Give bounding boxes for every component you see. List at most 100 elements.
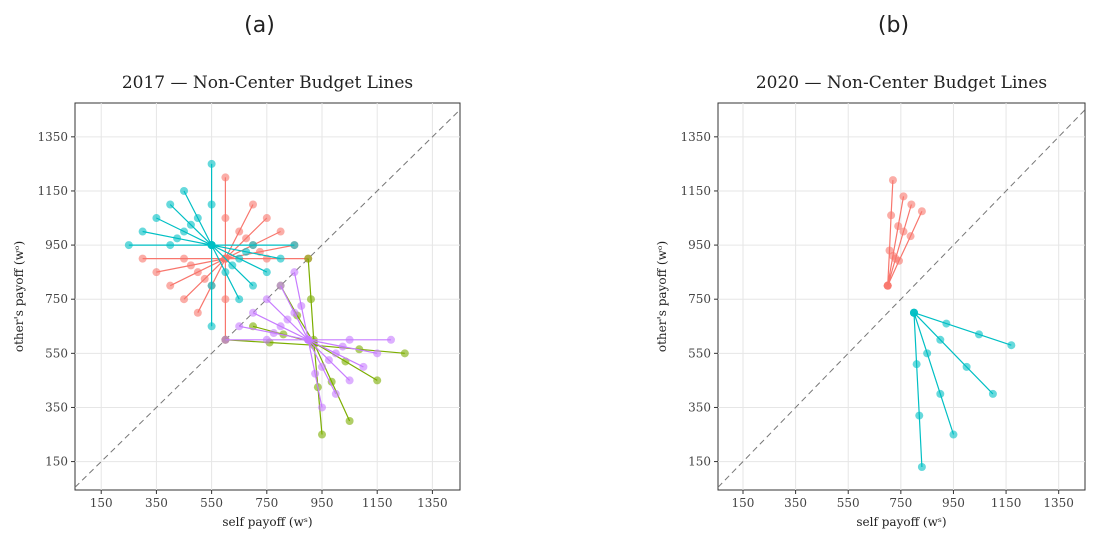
point bbox=[166, 281, 175, 290]
point bbox=[331, 349, 340, 358]
point bbox=[304, 335, 313, 344]
x-tick-label: 1350 bbox=[417, 496, 448, 510]
point bbox=[283, 315, 292, 324]
y-tick-label: 750 bbox=[688, 292, 711, 306]
point bbox=[249, 241, 258, 250]
point bbox=[915, 411, 924, 420]
point bbox=[207, 322, 216, 331]
point bbox=[152, 214, 161, 223]
point bbox=[1007, 341, 1016, 350]
point bbox=[387, 335, 396, 344]
point bbox=[899, 227, 908, 236]
point bbox=[917, 462, 926, 471]
y-tick-label: 1150 bbox=[37, 184, 68, 198]
point bbox=[276, 254, 285, 263]
point bbox=[207, 281, 216, 290]
point bbox=[304, 254, 313, 263]
point bbox=[173, 234, 182, 243]
y-axis-label: other's payoff (wᵒ) bbox=[12, 241, 26, 352]
chart: (a) 2017 — Non-Center Budget Lines 150 350 5… bbox=[12, 13, 461, 529]
point bbox=[200, 274, 209, 283]
point bbox=[193, 214, 202, 223]
point bbox=[373, 376, 382, 385]
point bbox=[883, 281, 892, 290]
point bbox=[235, 295, 244, 304]
point bbox=[180, 227, 189, 236]
point bbox=[942, 319, 951, 328]
point bbox=[262, 295, 271, 304]
point bbox=[269, 329, 278, 338]
y-tick-label: 1350 bbox=[37, 130, 68, 144]
point bbox=[193, 308, 202, 317]
point bbox=[912, 360, 921, 369]
point bbox=[228, 261, 237, 270]
point bbox=[249, 281, 258, 290]
point bbox=[276, 227, 285, 236]
point bbox=[262, 214, 271, 223]
x-axis-label: self payoff (wˢ) bbox=[222, 515, 312, 529]
point bbox=[221, 295, 230, 304]
point bbox=[221, 335, 230, 344]
x-tick-label: 550 bbox=[200, 496, 223, 510]
point bbox=[306, 295, 315, 304]
point bbox=[331, 389, 340, 398]
budget-line bbox=[887, 180, 923, 286]
point bbox=[138, 254, 147, 263]
point bbox=[906, 232, 915, 241]
chart-title: 2020 — Non-Center Budget Lines bbox=[756, 73, 1047, 93]
plot-area bbox=[717, 102, 1086, 491]
point bbox=[290, 241, 299, 250]
point bbox=[899, 192, 908, 201]
point bbox=[988, 389, 997, 398]
point bbox=[249, 200, 258, 209]
point bbox=[166, 241, 175, 250]
point bbox=[207, 241, 216, 250]
point bbox=[936, 389, 945, 398]
point bbox=[949, 430, 958, 439]
point bbox=[221, 173, 230, 182]
panel-label: (b) bbox=[878, 13, 909, 38]
point bbox=[907, 200, 916, 209]
point bbox=[152, 268, 161, 277]
y-tick-label: 950 bbox=[688, 238, 711, 252]
point bbox=[262, 268, 271, 277]
y-tick-label: 150 bbox=[45, 455, 68, 469]
diagonal-line bbox=[717, 109, 1086, 488]
point bbox=[235, 254, 244, 263]
point bbox=[327, 377, 336, 386]
panel-label: (a) bbox=[244, 13, 275, 38]
point bbox=[124, 241, 133, 250]
point bbox=[887, 211, 896, 220]
point bbox=[186, 261, 195, 270]
x-tick-label: 150 bbox=[90, 496, 113, 510]
point bbox=[324, 356, 333, 365]
y-tick-label: 350 bbox=[688, 400, 711, 414]
point bbox=[262, 335, 271, 344]
chart-title: 2017 — Non-Center Budget Lines bbox=[122, 73, 413, 93]
point bbox=[888, 176, 897, 185]
point bbox=[895, 256, 904, 265]
point bbox=[894, 222, 903, 231]
chart: (b) 2020 — Non-Center Budget Lines 150 350 5… bbox=[655, 13, 1086, 529]
point bbox=[923, 349, 932, 358]
point bbox=[290, 308, 299, 317]
y-tick-label: 1350 bbox=[680, 130, 711, 144]
budget-line bbox=[913, 312, 1012, 468]
point bbox=[242, 234, 251, 243]
point bbox=[235, 322, 244, 331]
x-tick-label: 1150 bbox=[362, 496, 393, 510]
point bbox=[373, 349, 382, 358]
x-tick-label: 950 bbox=[942, 496, 965, 510]
x-tick-label: 1150 bbox=[991, 496, 1022, 510]
point bbox=[297, 301, 306, 310]
point bbox=[909, 308, 918, 317]
y-tick-label: 150 bbox=[688, 455, 711, 469]
point bbox=[917, 207, 926, 216]
point bbox=[180, 295, 189, 304]
x-tick-label: 550 bbox=[837, 496, 860, 510]
x-tick-label: 350 bbox=[145, 496, 168, 510]
point bbox=[345, 416, 354, 425]
x-tick-label: 350 bbox=[784, 496, 807, 510]
x-tick-label: 750 bbox=[889, 496, 912, 510]
point bbox=[207, 159, 216, 168]
